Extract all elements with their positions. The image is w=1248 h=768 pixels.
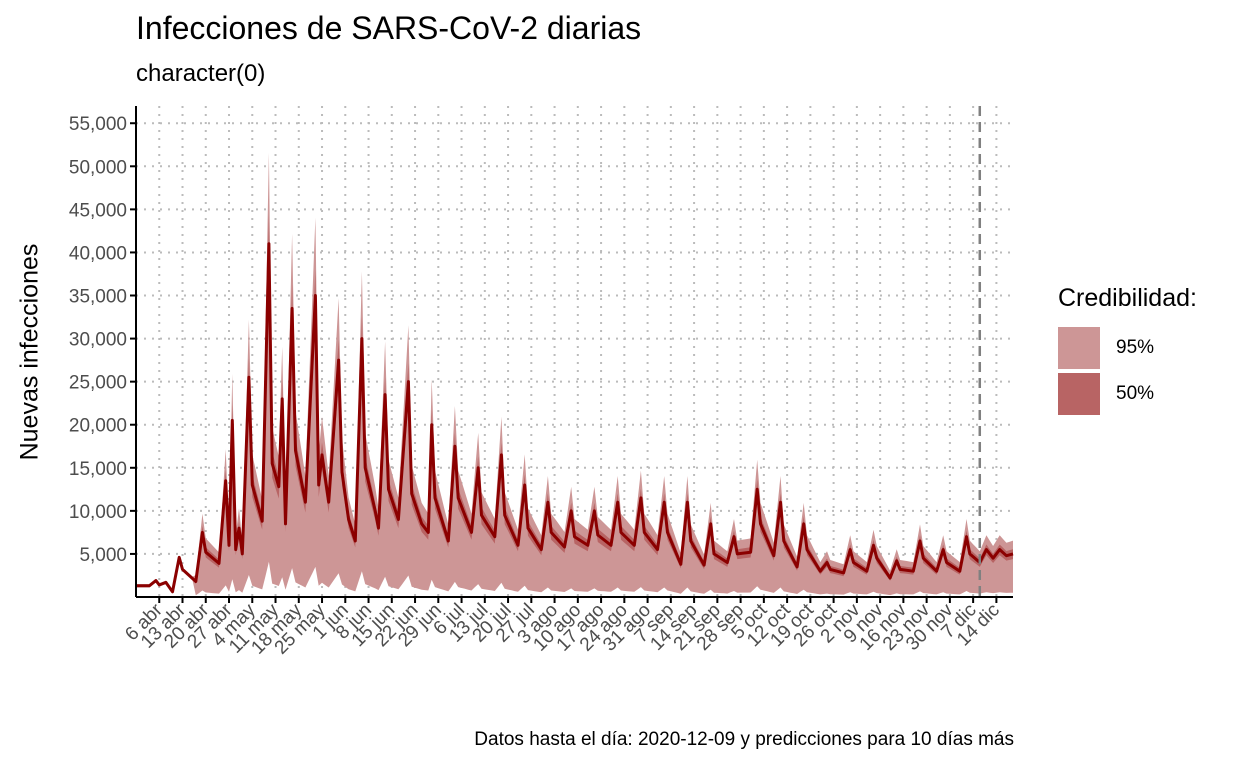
median-line bbox=[136, 242, 1014, 594]
legend-label-95: 95% bbox=[1116, 337, 1155, 358]
legend-title: Credibilidad: bbox=[1058, 284, 1197, 312]
y-tick-label: 10,000 bbox=[69, 502, 127, 523]
legend-item-50: 50% bbox=[1058, 371, 1197, 417]
y-tick-label: 15,000 bbox=[69, 459, 127, 480]
y-tick-label: 45,000 bbox=[69, 200, 127, 221]
legend-label-50: 50% bbox=[1116, 383, 1155, 404]
legend-item-95: 95% bbox=[1058, 325, 1197, 371]
legend-swatch-95 bbox=[1058, 327, 1100, 369]
legend-swatch-50 bbox=[1058, 373, 1100, 415]
y-tick-label: 25,000 bbox=[69, 373, 127, 394]
legend: Credibilidad: 95% 50% bbox=[1058, 284, 1197, 417]
chart-title: Infecciones de SARS-CoV-2 diarias bbox=[136, 10, 642, 46]
y-tick-label: 20,000 bbox=[69, 416, 127, 437]
axes bbox=[135, 106, 1013, 598]
y-tick-label: 55,000 bbox=[69, 114, 127, 135]
y-tick-label: 50,000 bbox=[69, 157, 127, 178]
y-axis-ticks: 5,000 10,000 15,000 20,000 25,000 30,000 35,00… bbox=[69, 114, 136, 566]
chart-subtitle: character(0) bbox=[136, 60, 266, 87]
chart-caption: Datos hasta el día: 2020-12-09 y predicc… bbox=[474, 729, 1014, 750]
y-tick-label: 5,000 bbox=[79, 545, 127, 566]
y-axis-label: Nuevas infecciones bbox=[15, 243, 44, 461]
median-series bbox=[136, 242, 1014, 594]
y-tick-label: 35,000 bbox=[69, 287, 127, 308]
y-tick-label: 30,000 bbox=[69, 330, 127, 351]
y-tick-label: 40,000 bbox=[69, 243, 127, 264]
